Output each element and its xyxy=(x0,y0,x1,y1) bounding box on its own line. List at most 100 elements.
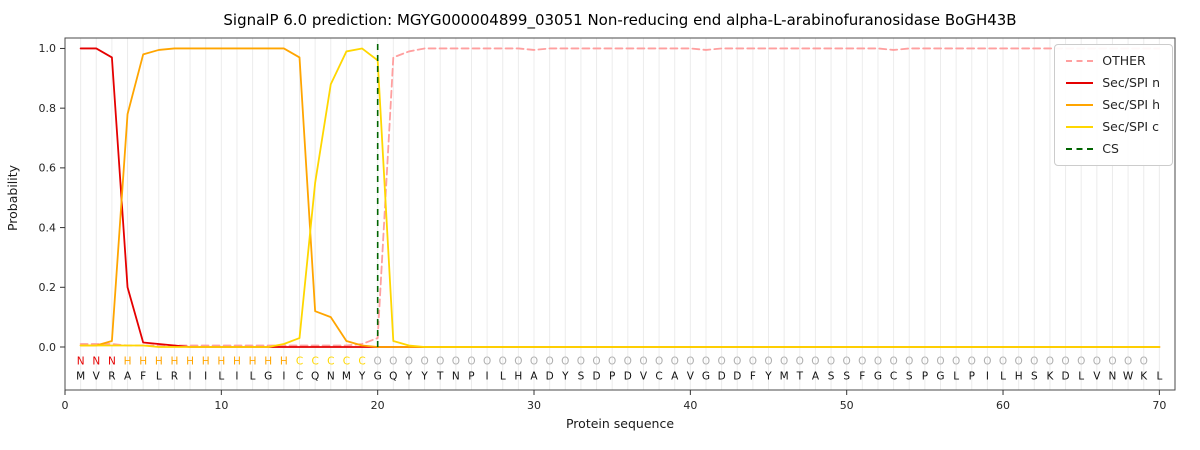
region-letter: O xyxy=(686,356,694,368)
residue-letter: D xyxy=(1062,371,1070,383)
region-letter: C xyxy=(358,356,365,368)
region-letter: O xyxy=(1077,356,1085,368)
region-letter: O xyxy=(499,356,507,368)
residue-letter: W xyxy=(1123,371,1134,383)
region-letter: O xyxy=(1030,356,1038,368)
region-letter: O xyxy=(780,356,788,368)
legend-line-swatch xyxy=(1066,147,1094,150)
plot-frame xyxy=(64,37,1176,391)
region-letter: O xyxy=(1093,356,1101,368)
region-letter: O xyxy=(389,356,397,368)
residue-letter: L xyxy=(953,371,959,383)
residue-letter: G xyxy=(374,371,382,383)
y-tick-label: 0.6 xyxy=(39,162,57,175)
legend-item-other: OTHER xyxy=(1066,53,1160,68)
region-letter: C xyxy=(296,356,303,368)
residue-letter: G xyxy=(264,371,272,383)
residue-letter: L xyxy=(218,371,224,383)
region-letter: O xyxy=(608,356,616,368)
x-axis-label: Protein sequence xyxy=(566,416,674,431)
region-letter: H xyxy=(186,356,194,368)
x-tick-label: 0 xyxy=(62,399,69,412)
region-letter: O xyxy=(796,356,804,368)
x-tick-label: 40 xyxy=(683,399,697,412)
residue-letter: I xyxy=(282,371,285,383)
region-letter: H xyxy=(249,356,257,368)
region-letter: H xyxy=(155,356,163,368)
x-tick-label: 20 xyxy=(371,399,385,412)
legend-label: Sec/SPI h xyxy=(1102,97,1160,112)
residue-letter: D xyxy=(546,371,554,383)
region-letter: N xyxy=(108,356,116,368)
residue-letter: V xyxy=(93,371,101,383)
residue-letter: M xyxy=(342,371,351,383)
y-tick-label: 0.4 xyxy=(39,221,57,234)
region-letter: H xyxy=(264,356,272,368)
residue-letter: T xyxy=(436,371,444,383)
residue-letter: L xyxy=(500,371,506,383)
residue-letter: Y xyxy=(405,371,413,383)
region-letter: C xyxy=(343,356,350,368)
region-letter: O xyxy=(483,356,491,368)
residue-letter: D xyxy=(733,371,741,383)
y-tick-label: 0.2 xyxy=(39,281,57,294)
residue-letter: S xyxy=(843,371,850,383)
region-letter: O xyxy=(405,356,413,368)
region-letter: O xyxy=(467,356,475,368)
residue-letter: I xyxy=(986,371,989,383)
residue-letter: R xyxy=(108,371,115,383)
region-letter: O xyxy=(764,356,772,368)
residue-letter: D xyxy=(624,371,632,383)
legend-line-swatch xyxy=(1066,59,1094,62)
residue-letter: K xyxy=(1140,371,1148,383)
region-letter: O xyxy=(749,356,757,368)
region-letter: O xyxy=(843,356,851,368)
residue-letter: V xyxy=(1093,371,1101,383)
residue-letter: P xyxy=(468,371,474,383)
region-letter: O xyxy=(624,356,632,368)
region-letter: O xyxy=(1046,356,1054,368)
region-letter: O xyxy=(1061,356,1069,368)
residue-letter: A xyxy=(124,371,132,383)
axes-frame xyxy=(64,37,1176,391)
residue-letter: F xyxy=(859,371,865,383)
region-letter: O xyxy=(968,356,976,368)
region-letter: O xyxy=(936,356,944,368)
residue-letter: G xyxy=(874,371,882,383)
region-letter: O xyxy=(1124,356,1132,368)
residue-letter: A xyxy=(530,371,538,383)
legend-line-swatch xyxy=(1066,103,1094,106)
residue-letter: Q xyxy=(311,371,319,383)
residue-letter: I xyxy=(189,371,192,383)
legend-item-sec-spi-h: Sec/SPI h xyxy=(1066,97,1160,112)
residue-letter: C xyxy=(296,371,303,383)
residue-letter: A xyxy=(812,371,820,383)
region-letter: O xyxy=(1108,356,1116,368)
residue-letter: L xyxy=(1078,371,1084,383)
legend-line-swatch xyxy=(1066,81,1094,84)
y-tick-label: 0.8 xyxy=(39,102,57,115)
gridlines xyxy=(80,38,1160,390)
region-letter: O xyxy=(592,356,600,368)
residue-letter: N xyxy=(452,371,460,383)
region-letter: O xyxy=(561,356,569,368)
region-letter: O xyxy=(436,356,444,368)
series-line-sec-spi-n xyxy=(79,47,1161,348)
residue-letter: I xyxy=(486,371,489,383)
residue-letter: M xyxy=(780,371,789,383)
sequence-letters: NMNVNRHAHFHLHRHIHIHLHIHLHGHICCCQCNCMCYOG… xyxy=(76,356,1162,383)
region-letter: H xyxy=(280,356,288,368)
residue-letter: D xyxy=(593,371,601,383)
region-letter: O xyxy=(811,356,819,368)
y-tick-label: 0.0 xyxy=(39,341,57,354)
legend-line-swatch xyxy=(1066,125,1094,128)
region-letter: O xyxy=(874,356,882,368)
residue-letter: C xyxy=(655,371,662,383)
legend-item-sec-spi-n: Sec/SPI n xyxy=(1066,75,1160,90)
residue-letter: K xyxy=(1046,371,1054,383)
region-letter: C xyxy=(327,356,334,368)
residue-letter: R xyxy=(171,371,178,383)
residue-letter: H xyxy=(1015,371,1023,383)
legend: OTHER Sec/SPI n Sec/SPI h Sec/SPI c CS xyxy=(1054,44,1173,166)
